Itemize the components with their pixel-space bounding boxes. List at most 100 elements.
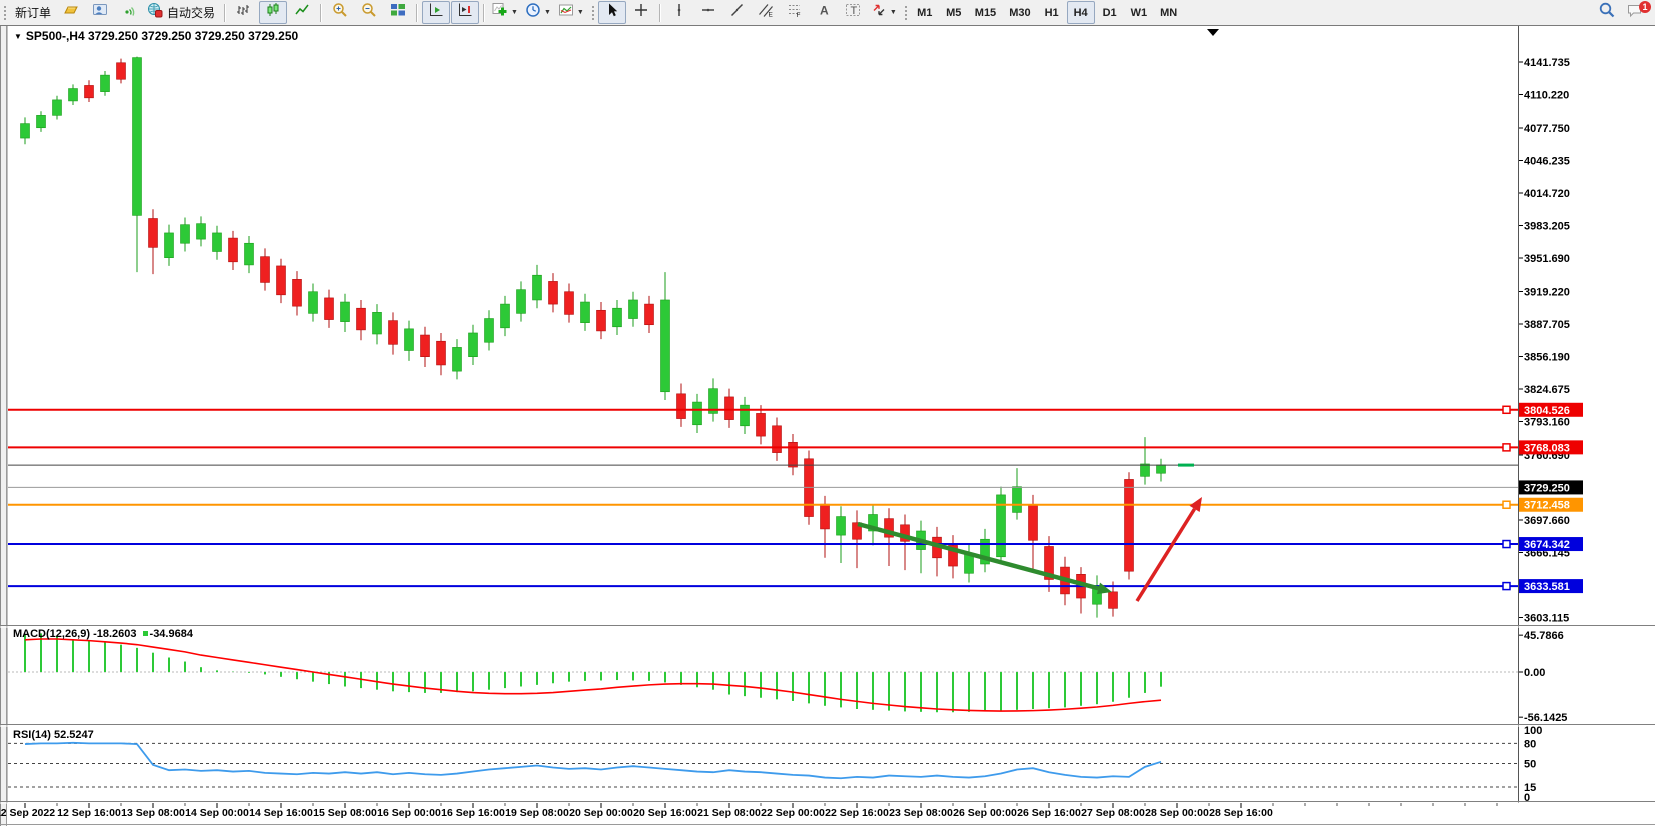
svg-text:A: A <box>820 4 829 18</box>
svg-text:15 Sep 08:00: 15 Sep 08:00 <box>313 807 377 819</box>
toolbar-separator <box>416 3 419 22</box>
tf-m15-button[interactable]: M15 <box>974 6 997 19</box>
svg-text:14 Sep 16:00: 14 Sep 16:00 <box>249 807 313 819</box>
zoom-in-button[interactable] <box>326 1 354 24</box>
zoom-out-icon <box>361 2 377 23</box>
macd-color-swatch-icon <box>142 631 148 636</box>
tf-mn-button[interactable]: MN <box>1160 6 1178 19</box>
profile-button[interactable] <box>86 1 114 24</box>
toolbar-separator <box>658 3 661 22</box>
rsi-indicator-label: RSI(14) 52.5247 <box>13 729 94 741</box>
toolbar-grip[interactable] <box>589 3 595 22</box>
zoom-out-button[interactable] <box>355 1 383 24</box>
svg-text:20 Sep 00:00: 20 Sep 00:00 <box>569 807 633 819</box>
svg-text:0: 0 <box>1524 792 1530 804</box>
horizontal-line-icon <box>700 2 716 23</box>
label-button[interactable]: T <box>839 1 867 24</box>
chat-button[interactable]: 1 <box>1621 1 1651 24</box>
line-chart-button[interactable] <box>288 1 316 24</box>
horizontal-line-button[interactable] <box>694 1 722 24</box>
svg-text:3768.083: 3768.083 <box>1524 442 1570 454</box>
cursor-button[interactable] <box>597 1 626 24</box>
channel-button[interactable]: E <box>752 1 780 24</box>
text-button[interactable]: A <box>810 1 838 24</box>
svg-text:12 Sep 16:00: 12 Sep 16:00 <box>57 807 121 819</box>
tile-windows-button[interactable] <box>384 1 412 24</box>
chart-title-text: SP500-,H4 3729.250 3729.250 3729.250 372… <box>25 29 299 43</box>
svg-text:16 Sep 16:00: 16 Sep 16:00 <box>441 807 505 819</box>
tf-h1-button[interactable]: H1 <box>1044 6 1059 19</box>
svg-text:3674.342: 3674.342 <box>1524 539 1570 551</box>
svg-text:22 Sep 00:00: 22 Sep 00:00 <box>761 807 825 819</box>
tf-d1-button[interactable]: D1 <box>1102 6 1117 19</box>
tf-m5-button[interactable]: M5 <box>946 6 962 19</box>
signal-button[interactable] <box>115 1 143 24</box>
candle-chart-icon <box>265 2 281 23</box>
search-icon <box>1599 2 1615 23</box>
svg-text:28 Sep 16:00: 28 Sep 16:00 <box>1209 807 1273 819</box>
autoscroll-button[interactable] <box>422 1 451 24</box>
svg-text:14 Sep 00:00: 14 Sep 00:00 <box>185 807 249 819</box>
tf-h4-button[interactable]: H4 <box>1066 1 1095 24</box>
new-order-button[interactable]: 新订单 <box>15 6 52 20</box>
arrows-tool-button[interactable]: ▼ <box>868 1 900 24</box>
cursor-icon <box>604 2 620 23</box>
svg-text:28 Sep 00:00: 28 Sep 00:00 <box>1145 807 1209 819</box>
tf-w1-button[interactable]: W1 <box>1130 6 1148 19</box>
toolbar-grip[interactable] <box>2 3 7 22</box>
signal-icon <box>121 2 137 23</box>
svg-text:13 Sep 08:00: 13 Sep 08:00 <box>121 807 185 819</box>
candles-layer <box>20 56 1166 618</box>
rsi-name: RSI(14) <box>13 729 51 741</box>
svg-text:45.7866: 45.7866 <box>1524 630 1564 642</box>
chart-window[interactable] <box>6 26 1655 826</box>
svg-text:-56.1425: -56.1425 <box>1524 712 1567 724</box>
crosshair-icon <box>633 2 649 23</box>
periods-button[interactable]: ▼ <box>522 1 554 24</box>
trendline-icon <box>729 2 745 23</box>
svg-text:3712.458: 3712.458 <box>1524 500 1570 512</box>
vertical-line-button[interactable] <box>665 1 693 24</box>
gold-button[interactable] <box>57 1 85 24</box>
tf-m30-button[interactable]: M30 <box>1009 6 1031 19</box>
svg-text:3919.220: 3919.220 <box>1524 286 1570 298</box>
profile-icon <box>92 2 108 23</box>
svg-text:4077.750: 4077.750 <box>1524 123 1570 135</box>
indicators-button[interactable]: ▼ <box>489 1 521 24</box>
candle-chart-button[interactable] <box>259 1 288 24</box>
search-button[interactable] <box>1593 1 1621 24</box>
crosshair-button[interactable] <box>627 1 655 24</box>
svg-text:3824.675: 3824.675 <box>1524 384 1570 396</box>
macd-indicator-label: MACD(12,26,9) -18.2603 -34.9684 <box>13 628 193 640</box>
fibonacci-icon: F <box>787 2 803 23</box>
svg-text:80: 80 <box>1524 738 1536 750</box>
chart-title: ▼ SP500-,H4 3729.250 3729.250 3729.250 37… <box>14 29 298 43</box>
templates-button[interactable]: ▼ <box>555 1 587 24</box>
chart-shift-button[interactable] <box>451 1 480 24</box>
toolbar-separator <box>483 3 486 22</box>
price-axis[interactable]: 4141.735 4110.220 4077.750 4046.235 4014.720… <box>1519 57 1583 625</box>
toolbar-grip[interactable] <box>902 3 908 22</box>
autotrading-button[interactable]: 自动交易 <box>144 1 220 24</box>
hlines-layer <box>8 29 1518 591</box>
arrows-tool-icon <box>871 2 887 23</box>
fibonacci-button[interactable]: F <box>781 1 809 24</box>
channel-icon: E <box>758 2 774 23</box>
bar-chart-button[interactable] <box>230 1 258 24</box>
svg-text:27 Sep 08:00: 27 Sep 08:00 <box>1081 807 1145 819</box>
chevron-down-icon: ▼ <box>889 9 897 16</box>
trendline-button[interactable] <box>723 1 751 24</box>
drawing-arrows-layer <box>857 497 1202 602</box>
chart-shift-icon <box>457 2 473 23</box>
time-axis[interactable]: 12 Sep 2022 12 Sep 16:00 13 Sep 08:00 14 Se… <box>0 803 1498 819</box>
svg-text:3804.526: 3804.526 <box>1524 405 1570 417</box>
svg-text:23 Sep 08:00: 23 Sep 08:00 <box>889 807 953 819</box>
bar-chart-icon <box>236 2 252 23</box>
text-icon: A <box>816 2 832 23</box>
collapse-triangle-icon[interactable]: ▼ <box>14 32 22 41</box>
tf-m1-button[interactable]: M1 <box>917 6 933 19</box>
zoom-in-icon <box>332 2 348 23</box>
svg-text:3729.250: 3729.250 <box>1524 482 1570 494</box>
svg-text:3951.690: 3951.690 <box>1524 253 1570 265</box>
